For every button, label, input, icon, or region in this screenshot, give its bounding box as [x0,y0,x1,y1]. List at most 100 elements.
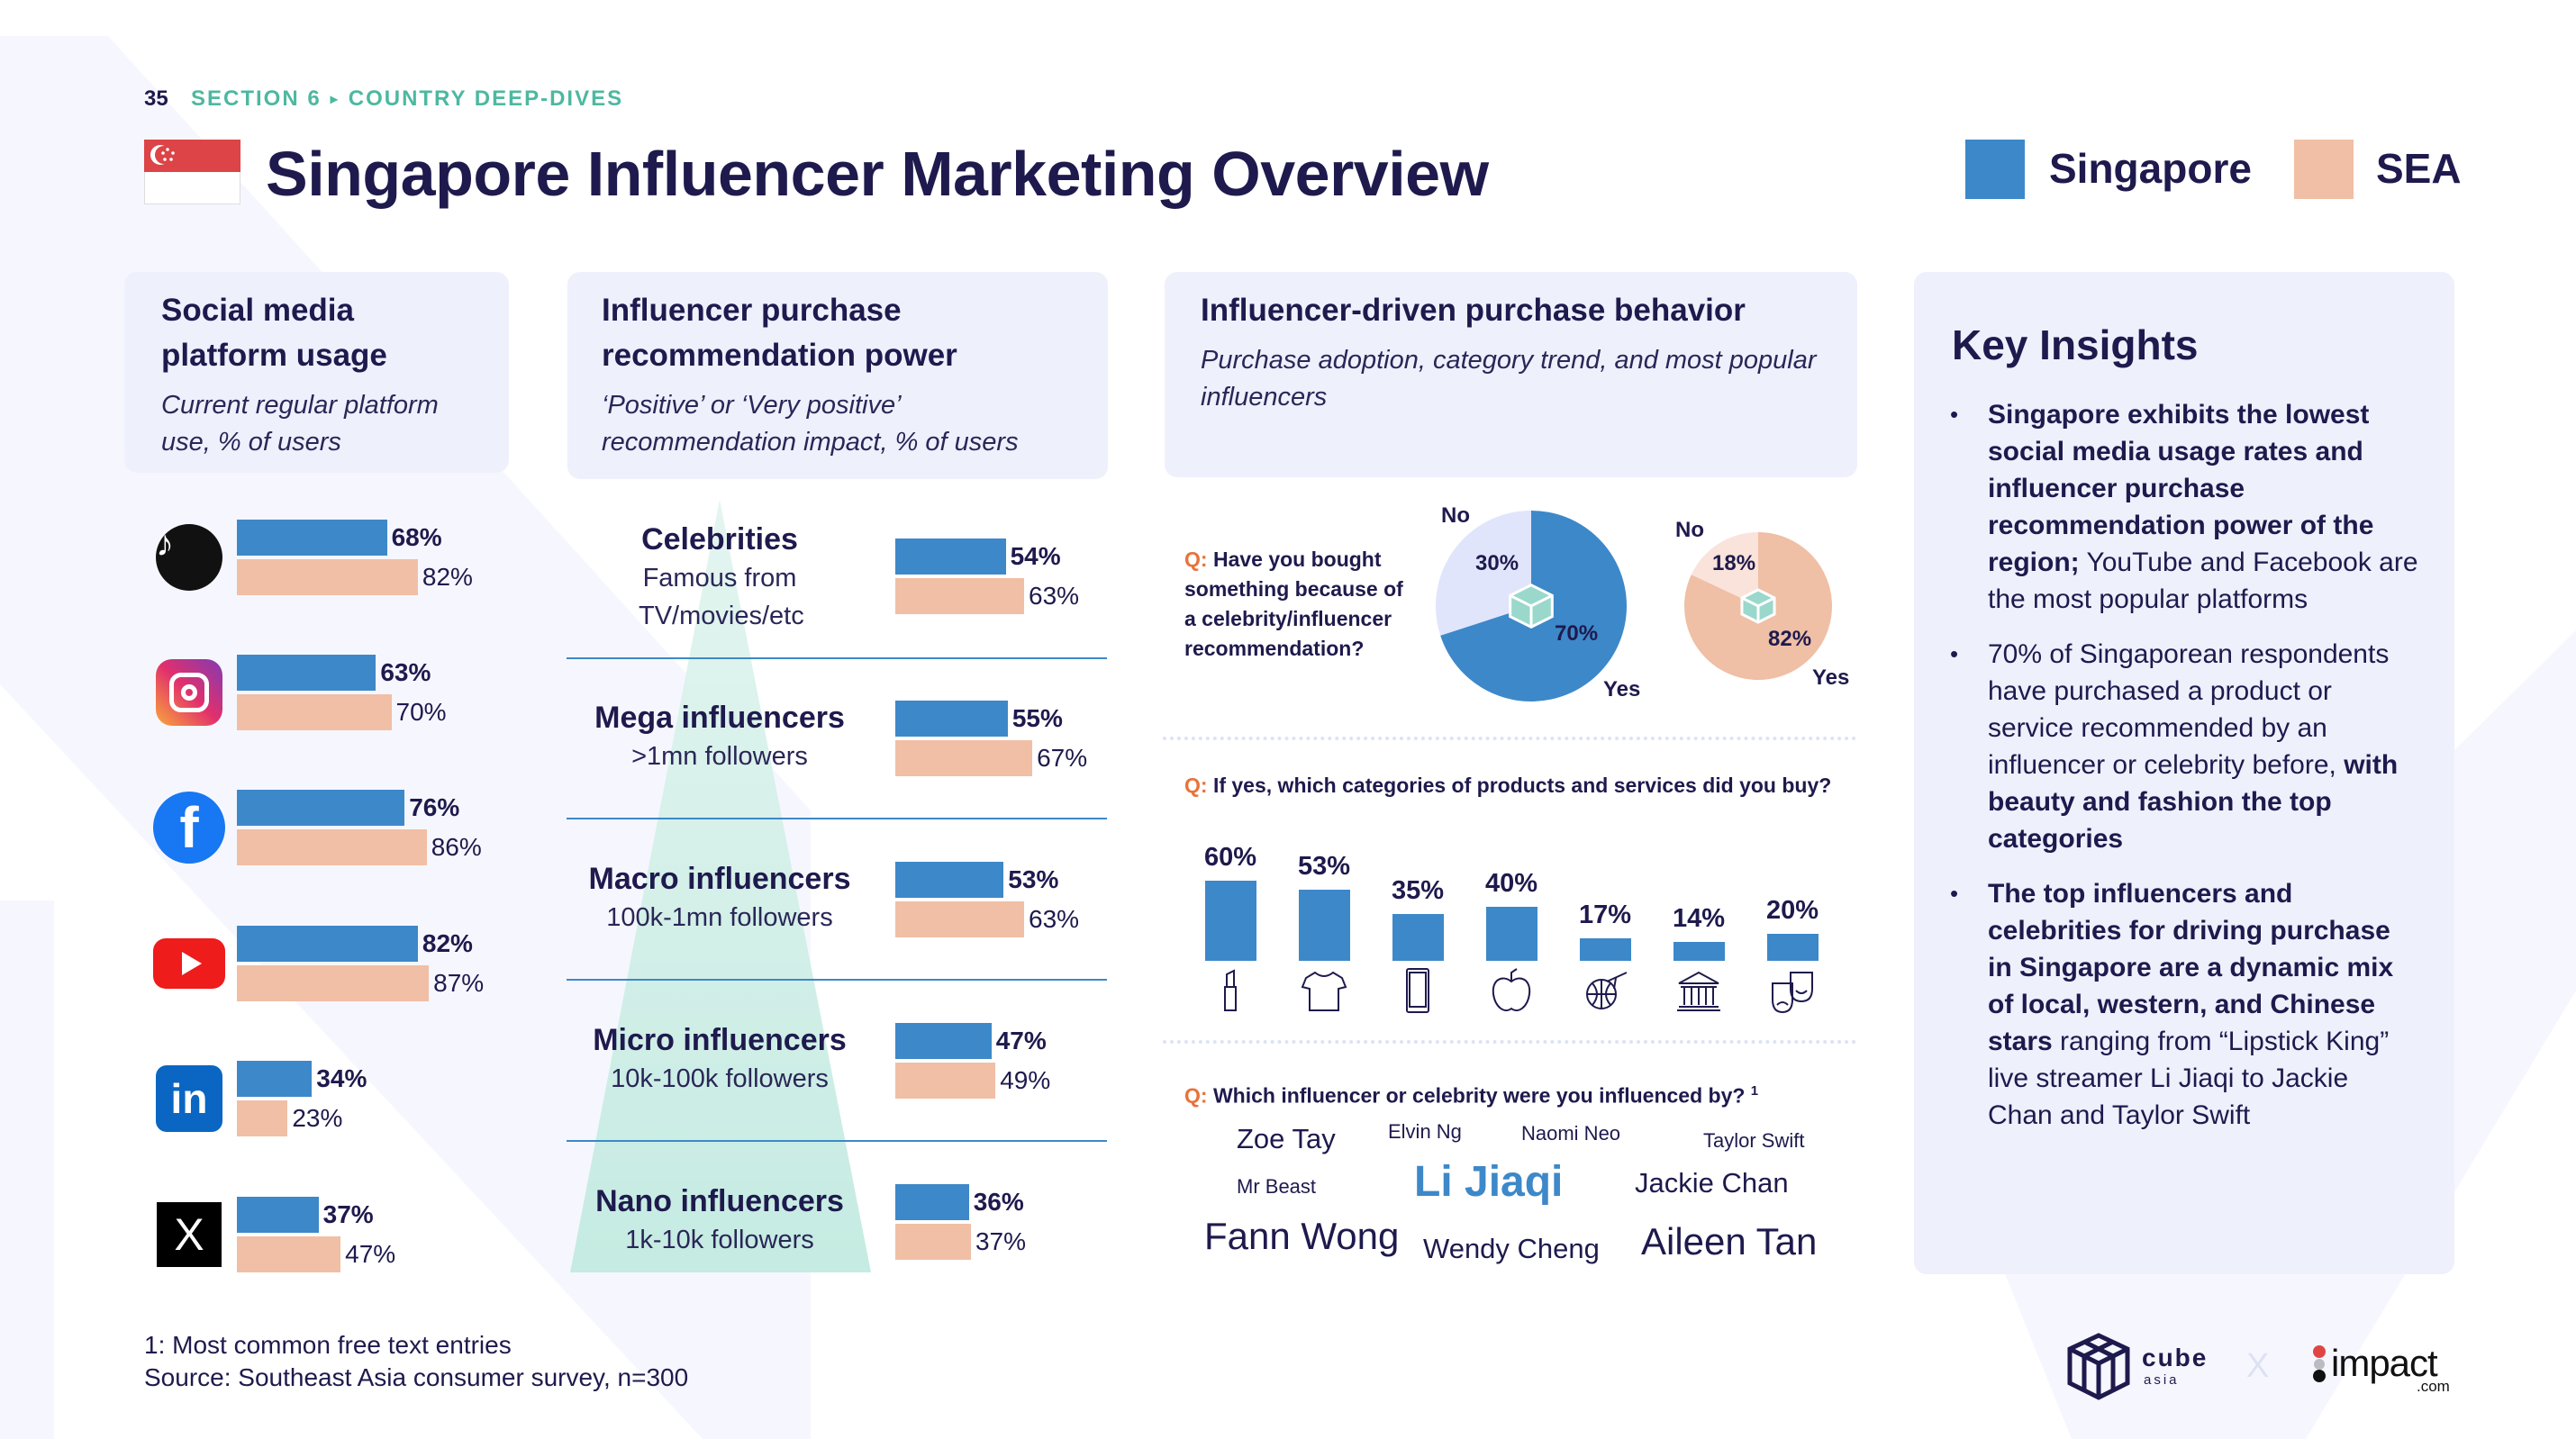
bar-value-label: 63% [380,658,431,686]
bar-value-label: 76% [409,793,460,821]
tier-title: Mega influencers [594,701,845,735]
category-bar [1299,890,1350,961]
bar-sea-youtube [237,965,430,1001]
apple-icon [1486,967,1537,1016]
category-bar [1673,942,1725,961]
tier-divider [567,979,1107,981]
bar-singapore-facebook [237,790,405,826]
influencer-name: Elvin Ng [1388,1119,1462,1143]
cube-asia-logo-text: cube [2142,1344,2209,1371]
pie-label: No [1441,503,1470,528]
bar-value-label: 82% [422,563,473,591]
breadcrumb: SECTION 6 ▸ COUNTRY DEEP-DIVES [191,86,623,113]
page-title: Singapore Influencer Marketing Overview [266,139,1489,209]
key-insights-panel: Key Insights Singapore exhibits the lowe… [1914,272,2454,1274]
influencer-name: Li Jiaqi [1414,1157,1564,1206]
purchase-behavior-panel: Influencer-driven purchase behavior Purc… [1165,272,1857,477]
breadcrumb-section[interactable]: SECTION 6 [191,86,322,111]
tier-subtitle: 100k-1mn followers [606,903,833,932]
question-text: Which influencer or celebrity were you i… [1212,1083,1746,1108]
x-icon-shape: X [157,1202,222,1267]
legend-swatch-sea [2294,140,2354,199]
tier-divider [567,657,1107,659]
tier-divider [567,1140,1107,1142]
bar-value-label: 34% [316,1064,367,1092]
panel-heading: Influencer purchase recommendation power [602,293,957,373]
question-categories: Q: If yes, which categories of products … [1184,771,1851,801]
partnership-x: X [2246,1347,2270,1385]
question-bought: Q: Have you bought something because of … [1184,545,1419,664]
bar-singapore-tier [895,538,1006,575]
tier-title: Micro influencers [593,1023,847,1057]
bar-sea-tier [895,1224,971,1260]
bar-value-label: 86% [431,833,482,861]
bar-sea-tier [895,1063,996,1099]
bar-value-label: 55% [1011,704,1063,732]
category-value-label: 17% [1578,900,1632,929]
panel-subtitle: Current regular platform use, % of users [161,391,439,457]
purchase-power-panel: Influencer purchase recommendation power… [567,272,1108,479]
smartphone-icon [1392,967,1443,1016]
bar-singapore-tiktok [237,520,387,556]
bar-value-label: 87% [433,969,485,997]
bar-value-label: 53% [1008,865,1059,893]
pie-label: 18% [1712,551,1756,575]
cube-asia-logo-sub: asia [2144,1372,2180,1388]
influencer-name: Aileen Tan [1641,1219,1818,1263]
impact-logo-sub: .com [2417,1378,2450,1395]
x-icon: X [151,1199,227,1271]
question-prefix: Q: [1184,774,1208,797]
cube-icon [1509,584,1554,629]
tier-title: Macro influencers [588,862,851,896]
pie-label: 70% [1555,621,1599,646]
category-value-label: 14% [1672,904,1726,934]
bar-value-label: 37% [975,1227,1027,1255]
insight-text: YouTube and Facebook are the most popula… [1988,548,2418,614]
panel-heading: Social media platform usage [161,293,387,373]
bar-sea-tier [895,740,1033,776]
bar-singapore-tier [895,862,1004,898]
category-bar [1580,937,1631,961]
insight-bold-text: Singapore exhibits the lowest social med… [1988,400,2374,577]
category-value-label: 60% [1203,842,1257,872]
pie-label: 30% [1475,551,1519,575]
bar-value-label: 37% [322,1200,374,1228]
bar-value-label: 36% [973,1188,1024,1216]
bar-singapore-instagram [237,655,376,691]
bar-singapore-x [237,1197,319,1233]
breadcrumb-subsection[interactable]: COUNTRY DEEP-DIVES [348,86,624,111]
category-value-label: 35% [1391,875,1445,905]
bar-singapore-tier [895,701,1008,737]
bar-sea-tier [895,578,1024,614]
bar-value-label: 47% [995,1027,1047,1054]
legend-swatch-singapore [1965,140,2025,199]
bar-value-label: 67% [1037,744,1088,772]
dotted-divider [1163,737,1856,740]
bar-value-label: 82% [422,929,473,957]
bar-value-label: 54% [1010,542,1061,570]
question-influencer: Q: Which influencer or celebrity were yo… [1184,1076,1851,1111]
bank-icon [1673,967,1724,1016]
influencer-name: Wendy Cheng [1423,1232,1600,1264]
category-bar [1392,913,1444,961]
category-bar [1205,880,1256,961]
question-text: If yes, which categories of products and… [1212,774,1832,797]
bar-value-label: 47% [345,1240,396,1268]
tshirt-icon [1299,967,1349,1016]
influencer-name: Taylor Swift [1703,1128,1805,1152]
pie-label: No [1675,518,1704,542]
pie-label: Yes [1812,665,1850,690]
influencer-name: Zoe Tay [1237,1122,1336,1154]
pie-slice-sea-no [1691,532,1758,606]
tier-subtitle: Famous from TV/movies/etc [639,564,804,630]
insight-text: ranging from “Lipstick King” live stream… [1988,1027,2390,1130]
bar-singapore-youtube [237,926,418,962]
impact-logo-text: impact [2331,1342,2438,1384]
question-text: Have you bought something because of a c… [1184,548,1403,660]
bar-value-label: 63% [1029,582,1080,610]
insight-item: 70% of Singaporean respondents have purc… [1950,636,2420,857]
bar-value-label: 70% [395,698,447,726]
instagram-icon [151,656,227,729]
insight-bold-text: with beauty and fashion the top categori… [1988,750,2399,854]
